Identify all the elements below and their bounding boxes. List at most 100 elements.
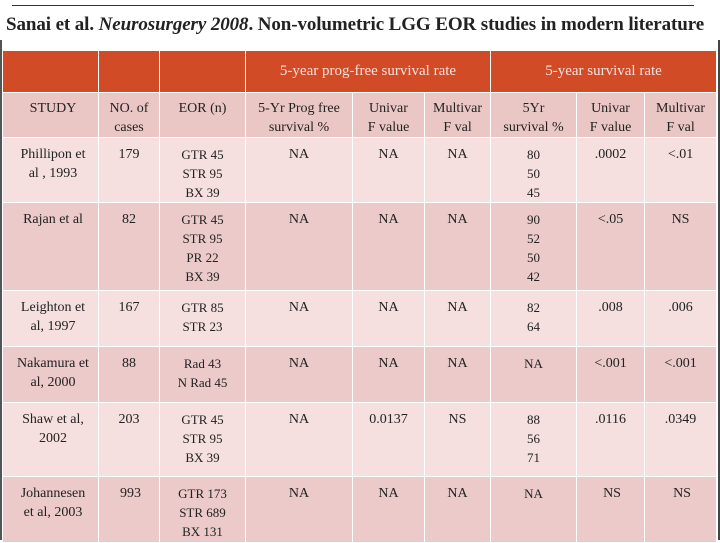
column-header-line: STUDY xyxy=(29,101,77,116)
study-cell: Shaw et al, 2002 xyxy=(2,402,99,477)
column-header: 5Yr survival % xyxy=(490,92,578,138)
group-header-empty xyxy=(2,50,99,93)
pfs-percent-cell: NA xyxy=(245,202,353,291)
eor-cell-line: STR 23 xyxy=(182,319,223,334)
title-rule xyxy=(12,5,694,6)
pfs-multivar-cell: NA xyxy=(423,202,492,291)
column-header-line: survival % xyxy=(268,120,330,135)
column-header-line: cases xyxy=(114,120,144,135)
pfs-univar-cell: NA xyxy=(352,290,425,347)
eor-cell-line: GTR 45 xyxy=(181,412,224,427)
column-header-line: NO. of xyxy=(109,101,149,116)
column-header: STUDY xyxy=(2,92,99,138)
title-description: . Non-volumetric LGG EOR studies in mode… xyxy=(248,14,705,35)
table-row: Phillipon et al , 1993 179 GTR 45 STR 95 BX 3… xyxy=(2,137,718,203)
os-percent-cell: 80 50 45 xyxy=(490,137,578,203)
eor-cell-line: STR 95 xyxy=(182,431,223,446)
study-cell-line: al, 2000 xyxy=(30,375,76,390)
study-cell: Rajan et al xyxy=(2,202,99,291)
column-header: 5-Yr Prog free survival % xyxy=(245,92,353,138)
os-percent-cell-line: 88 xyxy=(527,412,541,427)
os-univar-cell: .0002 xyxy=(576,137,646,203)
table-body: Phillipon et al , 1993 179 GTR 45 STR 95 BX 3… xyxy=(2,137,718,543)
os-percent-cell-line: 82 xyxy=(527,300,541,315)
os-percent-cell-line: 56 xyxy=(527,431,541,446)
os-percent-cell-line: 50 xyxy=(527,250,541,265)
column-header-line: 5Yr xyxy=(522,101,545,116)
cases-cell: 203 xyxy=(98,402,160,477)
pfs-multivar-cell: NA xyxy=(423,290,492,347)
eor-cell: GTR 173 STR 689 BX 131 xyxy=(159,476,246,543)
table-row: Rajan et al 82 GTR 45 STR 95 PR 22 BX 39 NA NA N… xyxy=(2,202,718,291)
os-percent-cell-line: 80 xyxy=(527,147,541,162)
column-header-line: EOR (n) xyxy=(178,101,227,116)
eor-cell: GTR 45 STR 95 BX 39 xyxy=(159,137,246,203)
os-multivar-cell: NS xyxy=(644,202,718,291)
group-header-empty xyxy=(98,50,160,93)
pfs-percent-cell: NA xyxy=(245,402,353,477)
group-header-empty xyxy=(159,50,246,93)
column-header: Multivar F val xyxy=(644,92,718,138)
eor-cell: GTR 45 STR 95 PR 22 BX 39 xyxy=(159,202,246,291)
os-percent-cell-line: 50 xyxy=(527,166,541,181)
eor-cell-line: GTR 45 xyxy=(181,212,224,227)
table-row: Nakamura et al, 2000 88 Rad 43 N Rad 45 NA NA N… xyxy=(2,346,718,403)
table-row: Shaw et al, 2002 203 GTR 45 STR 95 BX 39 NA 0.0… xyxy=(2,402,718,477)
column-header: Univar F value xyxy=(352,92,425,138)
table-row: Johannesen et al, 2003 993 GTR 173 STR 689 BX… xyxy=(2,476,718,543)
column-header-line: Univar xyxy=(591,101,630,116)
column-header-line: survival % xyxy=(503,120,564,135)
pfs-univar-cell: NA xyxy=(352,346,425,403)
column-header-line: Multivar xyxy=(433,101,482,116)
cases-cell: 993 xyxy=(98,476,160,543)
os-percent-cell: NA xyxy=(490,346,578,403)
os-percent-cell: 82 64 xyxy=(490,290,578,347)
cases-cell: 88 xyxy=(98,346,160,403)
slide-title: Sanai et al. Neurosurgery 2008. Non-volu… xyxy=(6,14,720,36)
pfs-percent-cell: NA xyxy=(245,476,353,543)
group-header-os: 5-year survival rate xyxy=(490,50,718,93)
os-percent-cell-line: 45 xyxy=(527,185,541,200)
os-univar-cell: <.001 xyxy=(576,346,646,403)
study-cell-line: 2002 xyxy=(39,431,67,446)
column-header: EOR (n) xyxy=(159,92,246,138)
eor-cell-line: GTR 173 xyxy=(178,486,227,501)
os-percent-cell-line: 71 xyxy=(527,450,541,465)
column-header: Multivar F val xyxy=(423,92,492,138)
pfs-multivar-cell: NA xyxy=(423,137,492,203)
eor-cell-line: BX 131 xyxy=(182,524,223,539)
study-cell: Johannesen et al, 2003 xyxy=(2,476,99,543)
os-multivar-cell: .006 xyxy=(644,290,718,347)
os-univar-cell: NS xyxy=(576,476,646,543)
column-header-line: F val xyxy=(666,120,695,135)
cases-cell: 82 xyxy=(98,202,160,291)
eor-cell-line: PR 22 xyxy=(186,250,219,265)
study-cell-line: Phillipon et xyxy=(20,147,86,162)
os-univar-cell: .0116 xyxy=(576,402,646,477)
os-multivar-cell: <.01 xyxy=(644,137,718,203)
os-multivar-cell: .0349 xyxy=(644,402,718,477)
slide-frame xyxy=(0,40,720,540)
os-percent-cell: 90 52 50 42 xyxy=(490,202,578,291)
pfs-univar-cell: NA xyxy=(352,137,425,203)
os-percent-cell-line: 90 xyxy=(527,212,541,227)
os-multivar-cell: <.001 xyxy=(644,346,718,403)
eor-cell-line: GTR 45 xyxy=(181,147,224,162)
os-percent-cell: NA xyxy=(490,476,578,543)
os-univar-cell: <.05 xyxy=(576,202,646,291)
eor-cell-line: GTR 85 xyxy=(181,300,224,315)
group-header-pfs: 5-year prog-free survival rate xyxy=(244,50,492,93)
study-cell: Leighton et al, 1997 xyxy=(2,290,99,347)
os-multivar-cell: NS xyxy=(644,476,718,543)
eor-cell-line: STR 95 xyxy=(182,166,223,181)
column-header-line: F value xyxy=(367,120,410,135)
pfs-multivar-cell: NS xyxy=(423,402,492,477)
eor-cell-line: BX 39 xyxy=(185,450,220,465)
os-univar-cell: .008 xyxy=(576,290,646,347)
study-cell: Phillipon et al , 1993 xyxy=(2,137,99,203)
pfs-multivar-cell: NA xyxy=(423,346,492,403)
column-header-line: 5-Yr Prog free xyxy=(258,101,340,116)
cases-cell: 167 xyxy=(98,290,160,347)
os-percent-cell-line: 64 xyxy=(527,319,541,334)
eor-cell-line: STR 689 xyxy=(179,505,226,520)
